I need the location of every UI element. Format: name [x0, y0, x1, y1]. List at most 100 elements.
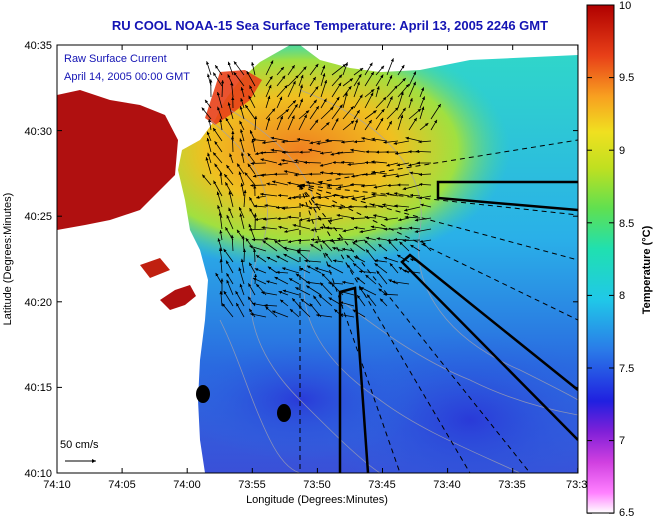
current-vector: [265, 117, 271, 131]
colorbar-gradient: [586, 4, 615, 514]
current-vector: [397, 107, 406, 120]
current-vector: [255, 254, 267, 263]
current-vector: [331, 118, 339, 131]
x-tick-label: 74:10: [43, 479, 71, 491]
current-vector: [252, 277, 267, 285]
current-vector: [371, 203, 388, 208]
y-axis-label: Latitude (Degrees:Minutes): [2, 193, 14, 326]
current-vector: [353, 67, 364, 76]
current-vector: [281, 206, 300, 210]
current-vector: [283, 246, 300, 252]
current-vector: [226, 279, 234, 296]
current-vector: [419, 182, 432, 187]
current-vector: [408, 117, 418, 131]
current-vector: [278, 225, 289, 230]
current-vector: [206, 137, 212, 153]
current-vector: [281, 158, 300, 164]
current-vector: [382, 173, 399, 178]
current-vector: [314, 267, 333, 274]
current-vector: [356, 276, 366, 285]
colorbar-tick-label: 9.5: [619, 72, 634, 84]
current-vector: [366, 294, 377, 307]
current-vector: [287, 100, 297, 109]
current-vector: [342, 78, 354, 87]
current-vector: [217, 205, 223, 219]
current-vector: [226, 272, 234, 285]
current-vector: [226, 164, 234, 175]
current-vector: [419, 239, 432, 243]
current-vector: [214, 64, 223, 76]
current-vector: [402, 238, 421, 243]
current-vector: [386, 162, 399, 167]
current-vector: [249, 245, 267, 252]
y-tick-label: 40:10: [24, 468, 52, 480]
current-vector: [287, 215, 300, 219]
current-vector: [223, 290, 234, 307]
current-vector: [247, 152, 256, 164]
current-vector: [309, 76, 317, 87]
current-vector: [353, 239, 366, 243]
current-vector: [365, 249, 377, 263]
current-vector: [320, 98, 327, 109]
current-vector: [259, 151, 278, 155]
current-vector: [353, 256, 366, 263]
current-vector: [276, 84, 288, 98]
current-vector: [360, 184, 377, 188]
current-vector: [404, 215, 421, 219]
x-tick-label: 73:45: [368, 479, 396, 491]
current-vector: [297, 238, 311, 243]
current-vector: [241, 235, 245, 252]
current-vector: [397, 83, 410, 98]
current-vector: [320, 79, 328, 98]
current-vector: [239, 283, 245, 296]
current-vector: [266, 256, 278, 263]
x-tick-label: 73:40: [433, 479, 461, 491]
current-vector: [266, 182, 278, 186]
current-vector: [265, 108, 276, 120]
current-vector: [324, 252, 333, 263]
current-vector: [238, 206, 245, 219]
current-vector: [298, 98, 303, 109]
current-vector: [250, 161, 267, 166]
current-vector: [284, 228, 300, 233]
current-vector: [287, 80, 296, 98]
current-vector: [375, 108, 385, 120]
current-vector: [353, 109, 360, 120]
current-vector: [244, 104, 256, 120]
current-vector: [276, 108, 290, 120]
current-vector: [227, 102, 234, 120]
current-vector: [309, 140, 322, 145]
current-vector: [371, 137, 388, 142]
current-vector: [351, 195, 366, 200]
current-vector: [350, 182, 366, 187]
current-vector: [214, 140, 223, 153]
current-vector: [403, 269, 421, 274]
current-vector: [419, 87, 425, 98]
current-vector: [386, 58, 394, 76]
current-vector: [378, 243, 388, 252]
current-vector: [388, 240, 399, 252]
current-vector: [297, 248, 311, 252]
current-vector: [383, 140, 399, 144]
current-vector: [216, 191, 223, 208]
current-vector: [320, 106, 334, 120]
x-axis-label: Longitude (Degrees:Minutes): [246, 494, 388, 506]
current-vector: [276, 96, 283, 109]
current-vector: [341, 247, 355, 252]
current-vector: [409, 171, 421, 175]
current-vector: [331, 104, 343, 120]
current-vector: [248, 223, 256, 241]
current-vector: [328, 281, 344, 285]
current-vector: [276, 255, 289, 263]
current-vector: [271, 180, 289, 186]
current-vector: [409, 258, 421, 263]
current-vector: [264, 204, 278, 208]
current-vector: [375, 86, 380, 98]
current-vector: [287, 74, 300, 87]
current-vector: [397, 91, 404, 109]
scale-label: 50 cm/s: [60, 439, 99, 451]
current-vector: [240, 152, 245, 164]
current-vector: [371, 193, 388, 197]
colorbar-tick-label: 7: [619, 435, 625, 447]
x-tick-label: 74:00: [173, 479, 201, 491]
